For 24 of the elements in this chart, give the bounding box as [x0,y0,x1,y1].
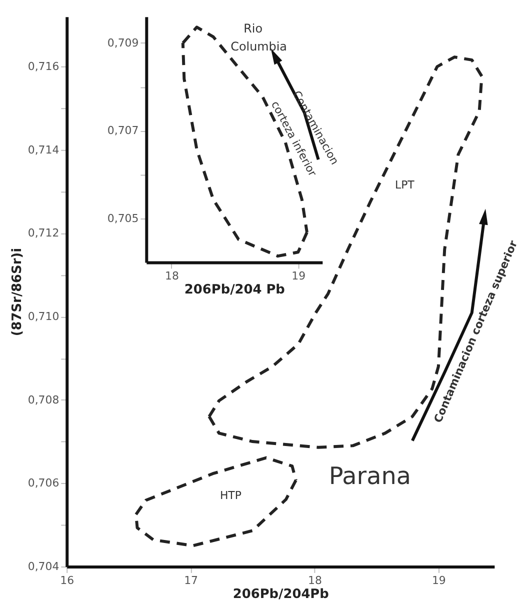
x-tick-label: 18 [308,574,322,587]
y-axis-title: (87Sr/86Sr)i [10,248,25,336]
x-tick-label: 19 [292,270,306,283]
annotation: LPT [395,178,415,192]
x-axis-title: 206Pb/204 Pb [184,282,285,298]
x-tick-label: 19 [432,574,446,587]
x-axis-title: 206Pb/204Pb [232,586,329,602]
x-tick-label: 16 [60,574,74,587]
x-tick-label: 17 [184,574,198,587]
y-tick-label: 0,716 [28,60,60,74]
y-tick-label: 0,712 [28,226,60,240]
y-tick-label: 0,714 [28,143,60,156]
y-tick-label: 0,704 [28,560,60,573]
y-tick-label: 0,706 [28,476,60,490]
annotation: HTP [220,488,242,502]
y-tick-label: 0,709 [107,36,139,50]
y-tick-label: 0,705 [107,212,139,225]
annotation: Rio [244,22,262,36]
annotation: Columbia [230,39,287,54]
y-tick-label: 0,707 [107,124,139,138]
y-tick-label: 0,708 [28,393,60,406]
y-tick-label: 0,710 [28,310,60,324]
annotation: Parana [328,462,411,490]
x-tick-label: 18 [165,270,179,283]
